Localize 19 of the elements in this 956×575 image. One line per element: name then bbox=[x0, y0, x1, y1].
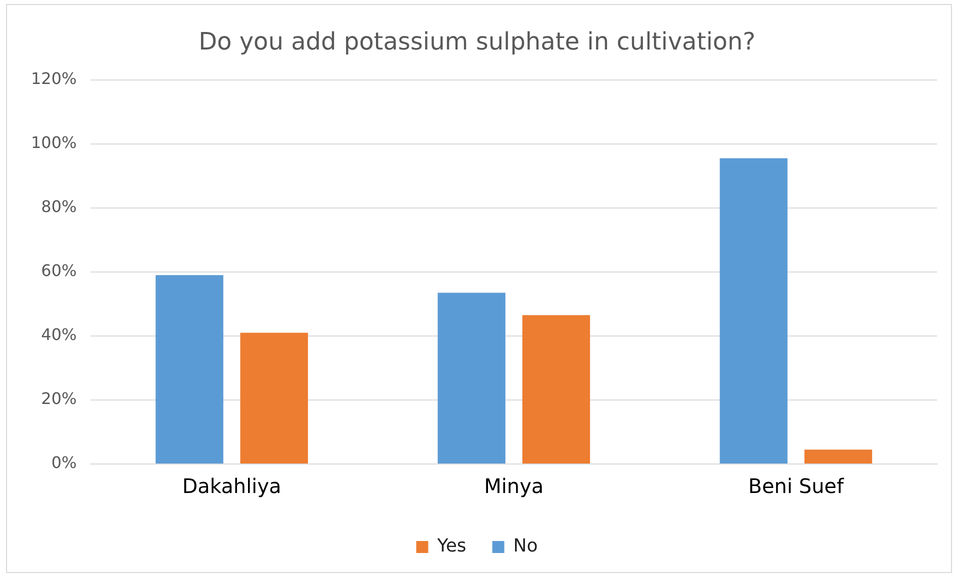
bar bbox=[804, 450, 872, 464]
y-tick-label: 20% bbox=[41, 389, 77, 408]
legend-label: No bbox=[513, 536, 538, 557]
bar bbox=[522, 315, 590, 464]
y-tick-label: 100% bbox=[30, 132, 77, 152]
y-tick-label: 60% bbox=[41, 261, 77, 280]
y-tick-label: 80% bbox=[41, 197, 77, 216]
chart-title: Do you add potassium sulphate in cultivation? bbox=[198, 28, 756, 56]
legend-label: Yes bbox=[436, 536, 466, 557]
bar bbox=[240, 332, 308, 464]
x-tick-label: Dakahliya bbox=[182, 474, 282, 498]
bar bbox=[156, 275, 224, 464]
x-tick-label: Beni Suef bbox=[748, 474, 845, 498]
y-tick-label: 120% bbox=[30, 68, 77, 88]
x-tick-label: Minya bbox=[484, 474, 544, 498]
bar bbox=[720, 158, 788, 464]
y-tick-label: 0% bbox=[51, 453, 77, 472]
bar bbox=[438, 292, 506, 464]
y-tick-label: 40% bbox=[41, 325, 77, 344]
